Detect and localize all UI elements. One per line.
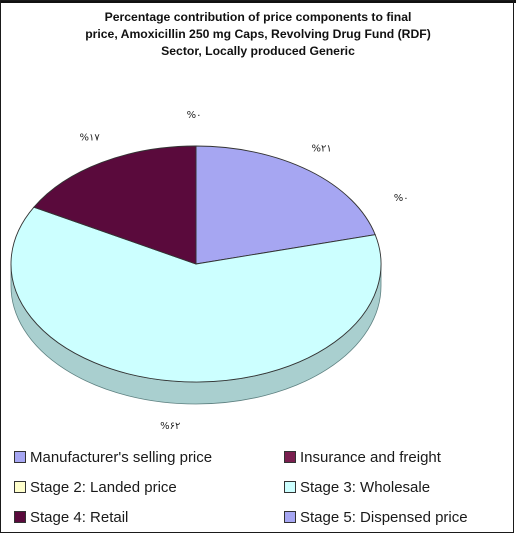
pie-slice-0 [195,145,376,265]
chart-title: Percentage contribution of price compone… [20,9,496,60]
chart-title-line-2: price, Amoxicillin 250 mg Caps, Revolvin… [85,27,431,41]
legend-swatch-retail [14,511,26,523]
pie-slice-4 [33,145,197,265]
legend-item-manufacturer: Manufacturer's selling price [14,447,212,467]
legend-label-insurance: Insurance and freight [300,448,441,466]
pie-top-faces [10,145,382,383]
pie-data-label-3: %۶۲ [160,421,180,432]
legend-swatch-wholesale [284,481,296,493]
chart-title-line-1: Percentage contribution of price compone… [104,10,412,24]
legend-swatch-insurance [284,451,296,463]
pie-data-label-0: %۲۱ [312,144,332,155]
legend-item-dispensed: Stage 5: Dispensed price [284,507,468,527]
legend-item-landed: Stage 2: Landed price [14,477,177,497]
pie-slice-3 [10,206,382,383]
legend-label-wholesale: Stage 3: Wholesale [300,478,431,496]
legend-swatch-dispensed [284,511,296,523]
legend-label-landed: Stage 2: Landed price [30,478,177,496]
legend-label-retail: Stage 4: Retail [30,508,129,526]
legend-swatch-landed [14,481,26,493]
legend-item-retail: Stage 4: Retail [14,507,128,527]
legend-swatch-manufacturer [14,451,26,463]
legend-item-wholesale: Stage 3: Wholesale [284,477,430,497]
chart-title-line-3: Sector, Locally produced Generic [161,44,355,58]
pie-data-label-2: %۰ [394,193,409,204]
legend-item-insurance: Insurance and freight [284,447,441,467]
pie-data-labels: %۲۱ %۰ %۰ %۶۲ %۱۷ [80,110,409,432]
pie-data-label-4: %۱۷ [80,132,101,143]
pie-data-label-1: %۰ [187,110,202,121]
legend-label-dispensed: Stage 5: Dispensed price [300,508,468,526]
legend-label-manufacturer: Manufacturer's selling price [30,448,213,466]
top-rule [0,0,516,3]
